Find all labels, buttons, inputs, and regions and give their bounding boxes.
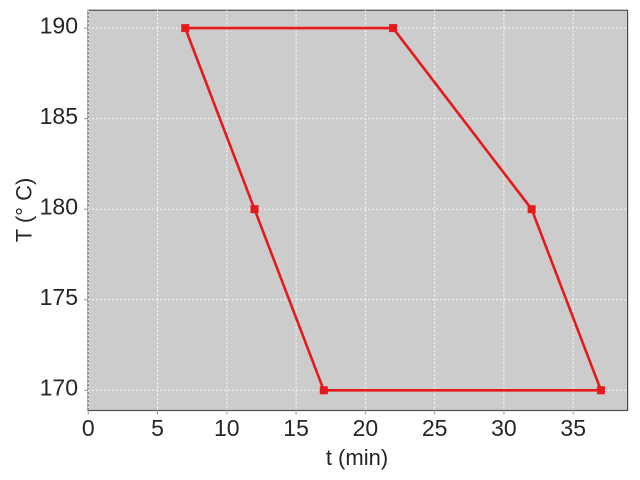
svg-text:0: 0 <box>82 415 95 441</box>
svg-text:30: 30 <box>491 415 517 441</box>
svg-text:15: 15 <box>283 415 309 441</box>
svg-text:180: 180 <box>40 194 78 220</box>
svg-text:25: 25 <box>422 415 448 441</box>
svg-text:20: 20 <box>353 415 379 441</box>
svg-text:190: 190 <box>40 13 78 39</box>
svg-text:185: 185 <box>40 103 78 129</box>
svg-text:T (° C): T (° C) <box>12 178 37 243</box>
svg-text:10: 10 <box>214 415 240 441</box>
svg-text:35: 35 <box>560 415 586 441</box>
svg-text:t (min): t (min) <box>326 445 388 470</box>
svg-text:5: 5 <box>151 415 164 441</box>
svg-text:175: 175 <box>40 284 78 310</box>
svg-text:170: 170 <box>40 375 78 401</box>
